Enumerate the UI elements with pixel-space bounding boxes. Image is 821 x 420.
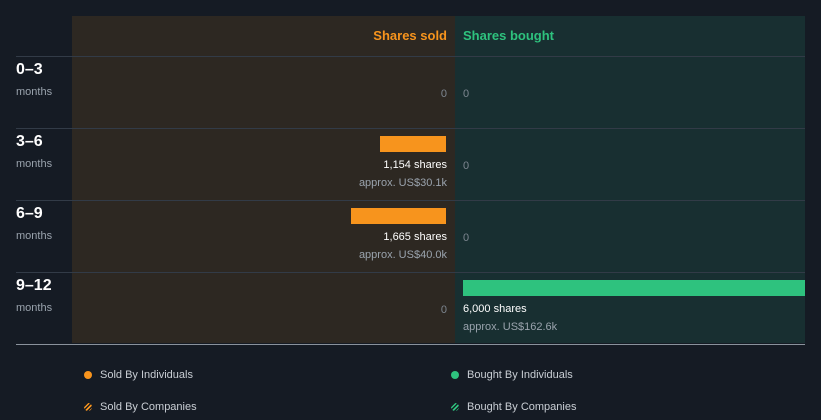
shares-sold-header: Shares sold — [373, 28, 447, 43]
bought-zero-label: 0 — [463, 232, 470, 244]
sold-zero-label: 0 — [440, 304, 447, 316]
row-unit-label: months — [16, 230, 53, 242]
row-unit-label: months — [16, 302, 53, 314]
row-divider — [16, 272, 805, 273]
sold-zero-label: 0 — [440, 88, 447, 100]
legend-label: Sold By Companies — [100, 401, 197, 413]
row-range-label: 9–12 — [16, 277, 52, 294]
row-range-label: 3–6 — [16, 133, 43, 150]
bought-bar — [463, 280, 805, 296]
row-divider — [16, 128, 805, 129]
row-unit-label: months — [16, 86, 53, 98]
legend-hatch-icon — [84, 403, 92, 411]
legend-dot-icon — [451, 371, 459, 379]
bought-shares-label: 6,000 shares — [463, 303, 527, 315]
row-divider — [16, 200, 805, 201]
shares-sold-panel — [72, 16, 455, 343]
bought-value-label: approx. US$162.6k — [463, 321, 558, 333]
shares-bought-header: Shares bought — [463, 28, 555, 43]
legend-hatch-icon — [451, 403, 459, 411]
row-divider — [16, 56, 805, 57]
sold-bar — [380, 136, 446, 152]
bought-zero-label: 0 — [463, 160, 470, 172]
sold-bar — [351, 208, 446, 224]
legend-label: Bought By Companies — [467, 401, 577, 413]
sold-value-label: approx. US$30.1k — [358, 177, 447, 189]
sold-shares-label: 1,665 shares — [383, 231, 447, 243]
bought-zero-label: 0 — [463, 88, 470, 100]
legend-dot-icon — [84, 371, 92, 379]
legend-label: Sold By Individuals — [100, 369, 193, 381]
sold-value-label: approx. US$40.0k — [358, 249, 447, 261]
legend-label: Bought By Individuals — [467, 369, 573, 381]
row-unit-label: months — [16, 158, 53, 170]
row-range-label: 6–9 — [16, 205, 43, 222]
row-divider — [16, 344, 805, 345]
row-range-label: 0–3 — [16, 61, 43, 78]
sold-shares-label: 1,154 shares — [383, 159, 447, 171]
